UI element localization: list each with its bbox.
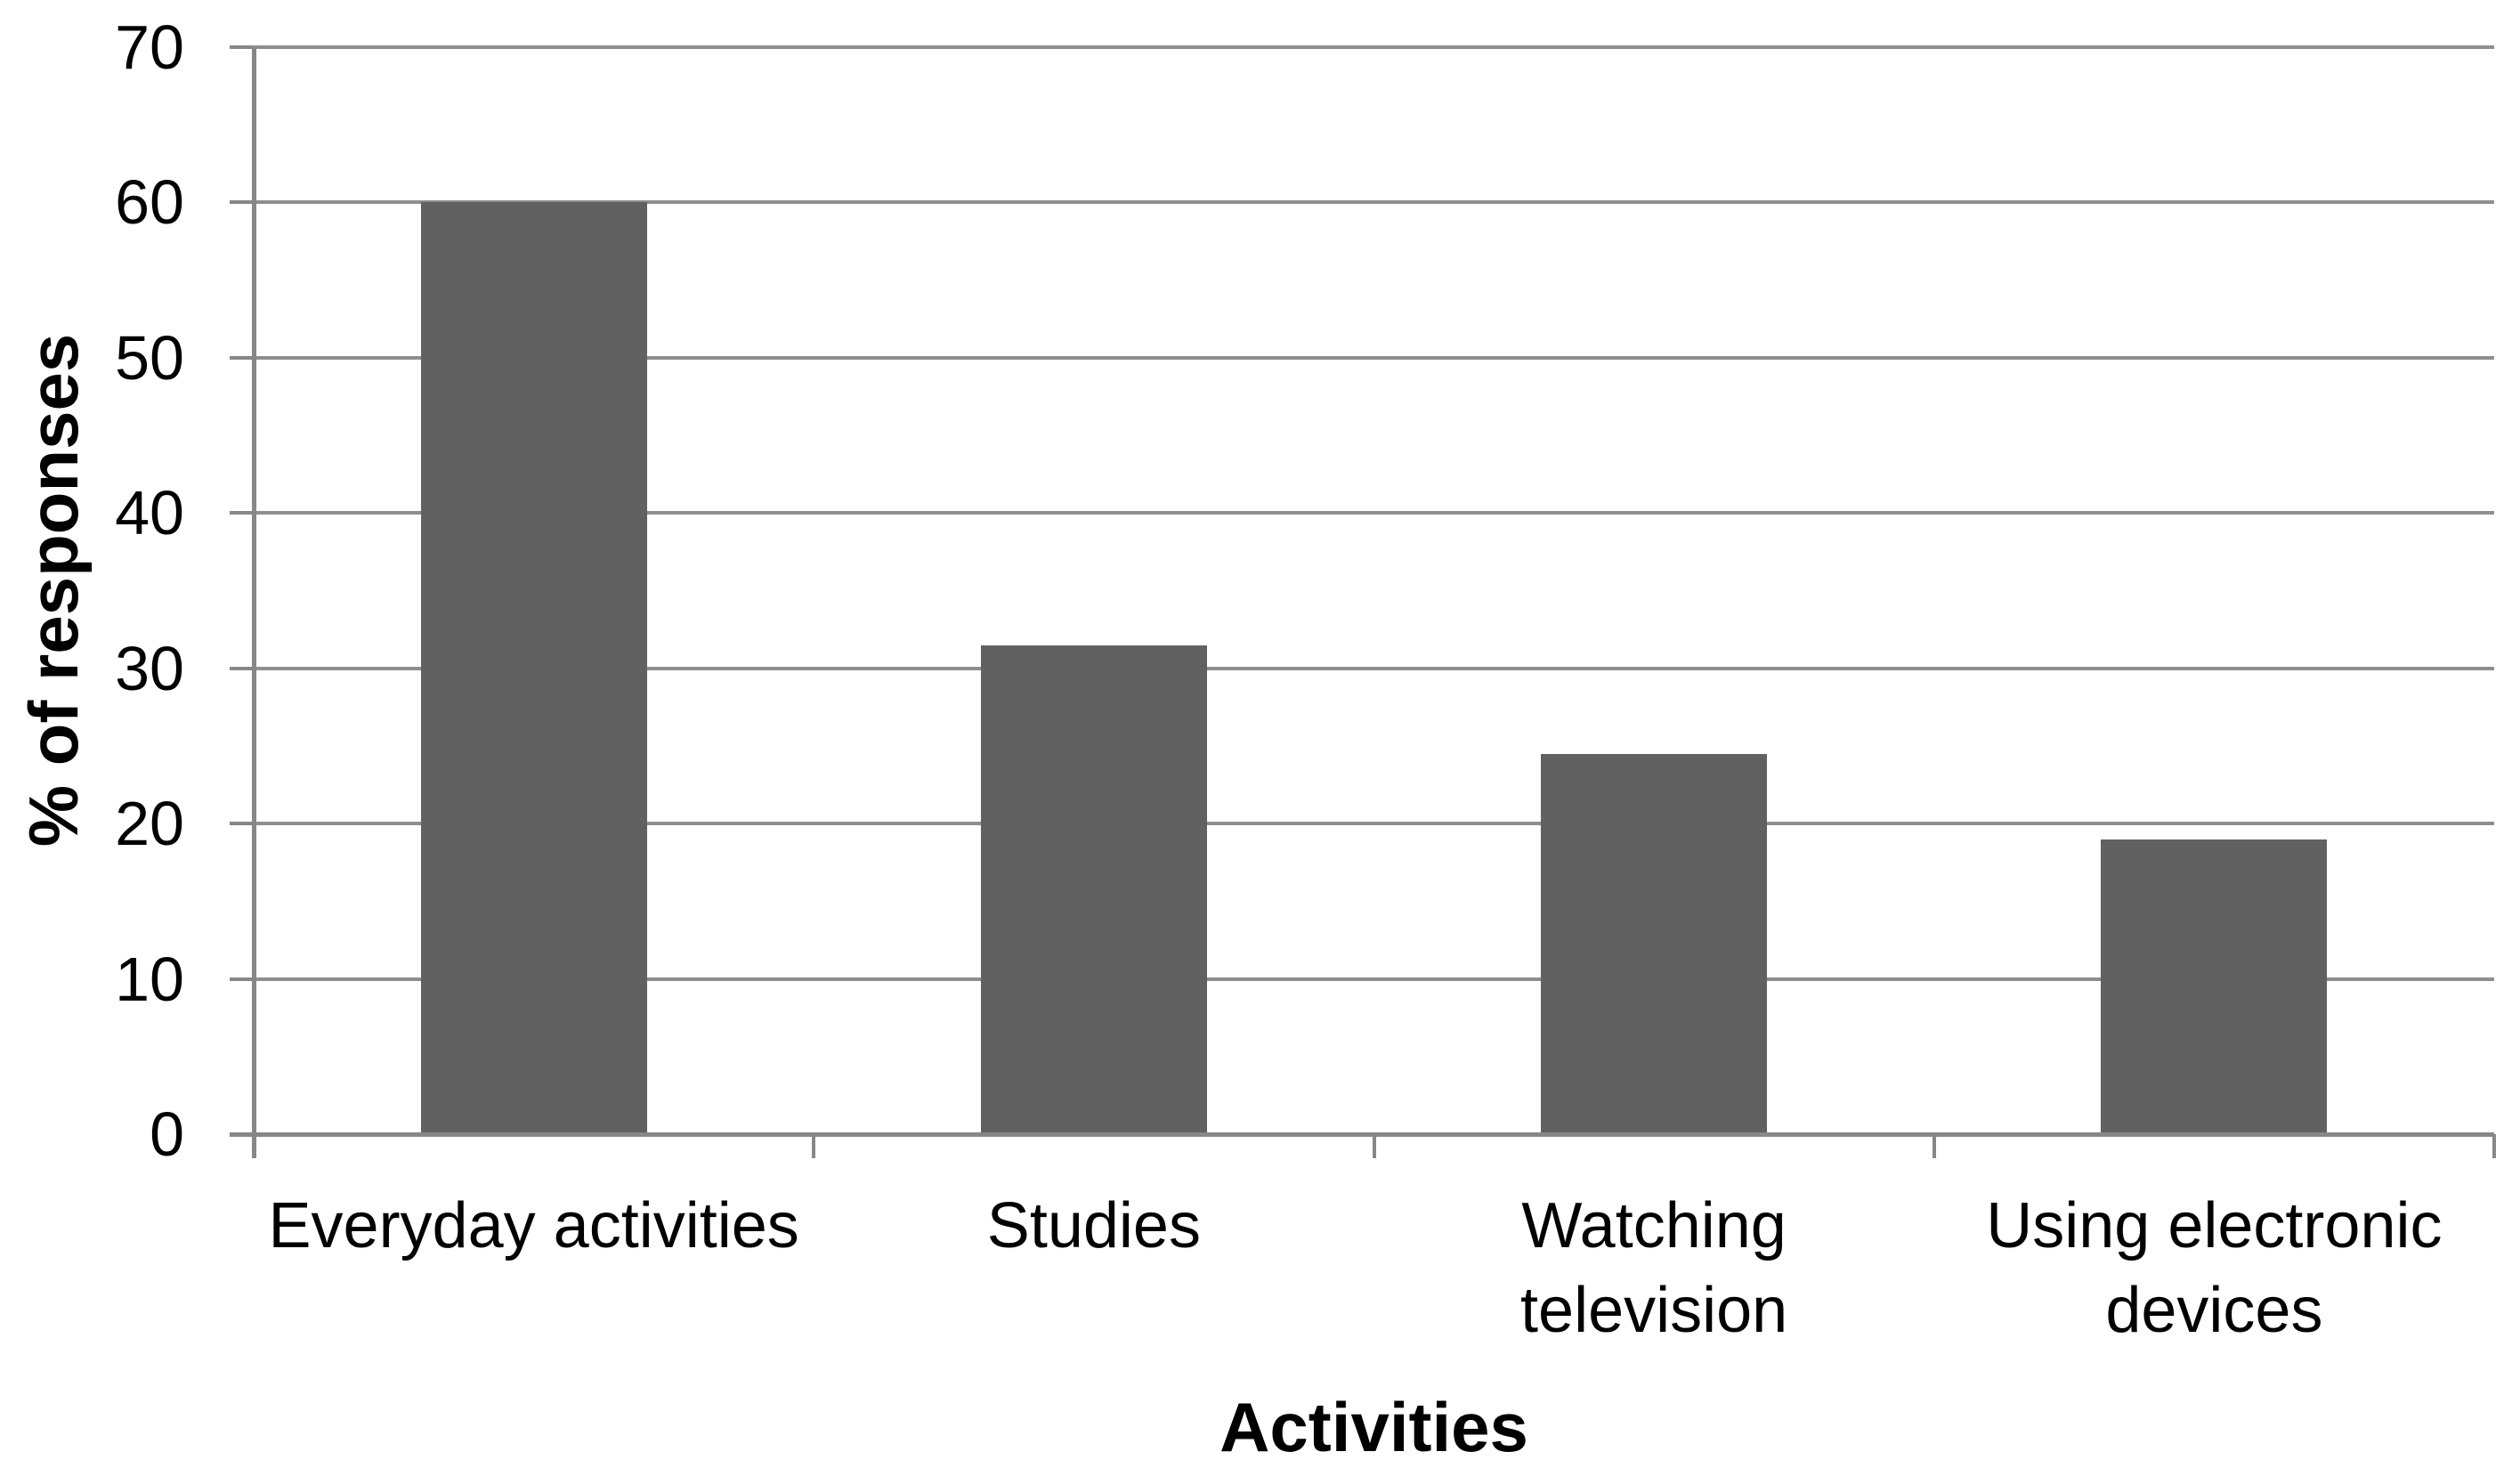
y-tick-70: [230, 45, 254, 49]
bar-studies: [980, 645, 1207, 1134]
x-category-label-line: television: [1520, 1275, 1788, 1346]
gridline-50: [254, 355, 2494, 360]
x-axis-line: [230, 1131, 2494, 1137]
y-tick-10: [230, 977, 254, 981]
y-tick-0: [230, 1132, 254, 1136]
x-category-label-studies: Studies: [814, 1184, 1374, 1269]
y-tick-label-30: 30: [115, 633, 184, 703]
y-tick-label-40: 40: [115, 478, 184, 548]
x-category-label-everyday-activities: Everyday activities: [254, 1184, 814, 1269]
x-category-label-line: Using electronic: [1986, 1190, 2443, 1261]
y-tick-label-50: 50: [115, 322, 184, 393]
y-tick-20: [230, 822, 254, 826]
y-tick-label-60: 60: [115, 167, 184, 238]
x-tick-0: [252, 1134, 255, 1158]
y-tick-40: [230, 511, 254, 515]
x-category-label-line: Studies: [986, 1190, 1201, 1261]
x-category-label-watching-television: Watching television: [1373, 1184, 1934, 1353]
y-tick-label-70: 70: [115, 12, 184, 82]
x-category-label-line: Watching: [1521, 1190, 1787, 1261]
x-tick-3: [1932, 1134, 1936, 1158]
x-axis-title: Activities: [1219, 1388, 1528, 1466]
x-tick-4: [2492, 1134, 2496, 1158]
x-category-label-line: Everyday activities: [268, 1190, 799, 1261]
bar-watching-television: [1541, 753, 1768, 1134]
x-category-label-using-electronic-devices: Using electronic devices: [1933, 1184, 2494, 1353]
gridline-70: [254, 45, 2494, 49]
y-axis-title: % of responses: [14, 333, 93, 847]
bar-using-electronic-devices: [2101, 839, 2328, 1134]
gridline-40: [254, 511, 2494, 515]
y-tick-label-10: 10: [115, 944, 184, 1014]
x-tick-1: [812, 1134, 816, 1158]
y-axis-line: [251, 47, 256, 1158]
y-tick-label-0: 0: [150, 1099, 184, 1169]
y-tick-label-20: 20: [115, 789, 184, 859]
gridline-20: [254, 822, 2494, 826]
y-tick-30: [230, 666, 254, 670]
gridline-30: [254, 666, 2494, 670]
y-tick-60: [230, 200, 254, 205]
x-tick-2: [1372, 1134, 1376, 1158]
gridline-10: [254, 977, 2494, 981]
x-category-label-line: devices: [2105, 1275, 2323, 1346]
y-tick-50: [230, 355, 254, 360]
gridline-60: [254, 200, 2494, 205]
bar-everyday-activities: [420, 202, 647, 1134]
